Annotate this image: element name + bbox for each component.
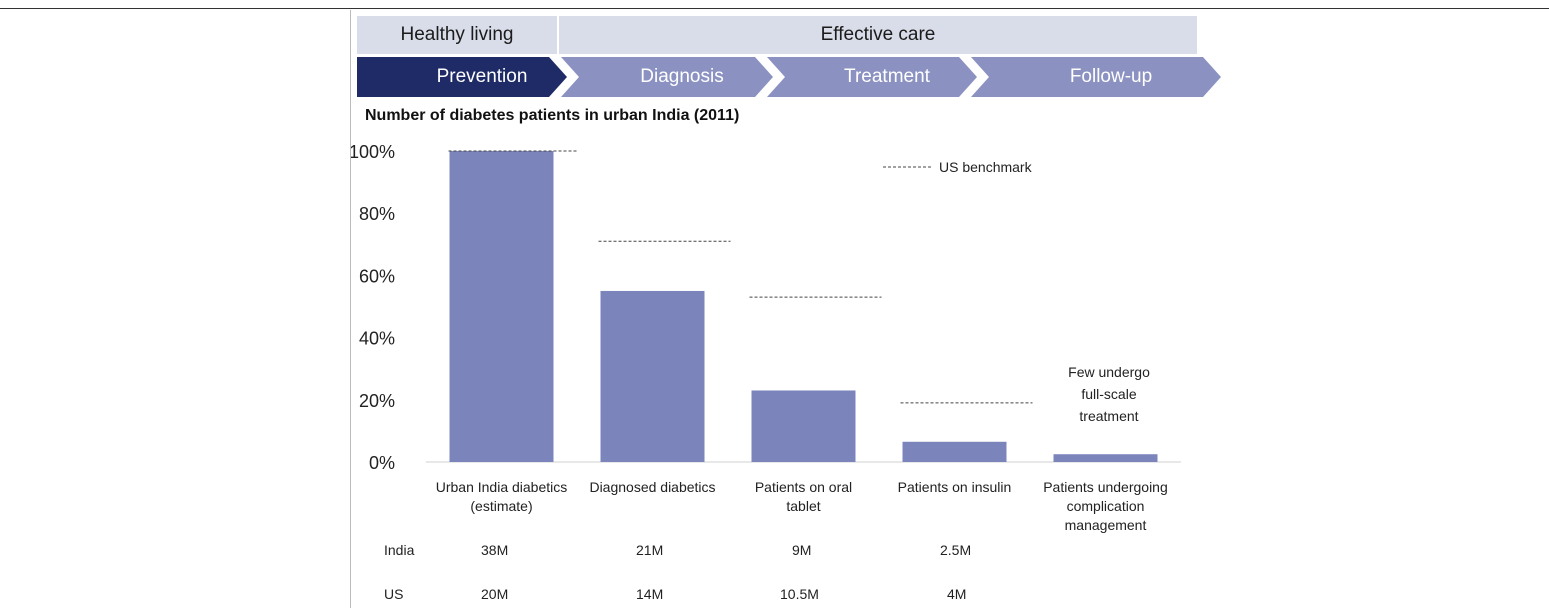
step-diagnosis: Diagnosis bbox=[561, 57, 773, 97]
bar bbox=[449, 151, 554, 462]
india-value-2: 21M bbox=[636, 542, 664, 558]
effective-care-header: Effective care bbox=[559, 16, 1197, 54]
annotation-text: treatment bbox=[1079, 408, 1138, 424]
step-prevention: Prevention bbox=[357, 57, 567, 97]
chart-title: Number of diabetes patients in urban Ind… bbox=[365, 107, 740, 124]
y-tick-label: 40% bbox=[359, 329, 395, 349]
step-follow-up: Follow-up bbox=[971, 57, 1221, 97]
y-tick-label: 80% bbox=[359, 204, 395, 224]
y-tick-label: 20% bbox=[359, 391, 395, 411]
india-value-1: 38M bbox=[481, 542, 509, 558]
annotation-text: Few undergo bbox=[1068, 364, 1150, 380]
us-value-2: 14M bbox=[636, 586, 664, 602]
bar bbox=[902, 441, 1007, 462]
top-border-line bbox=[0, 8, 1549, 9]
step-treatment: Treatment bbox=[767, 57, 977, 97]
x-tick-label: Urban India diabetics bbox=[436, 479, 568, 495]
x-tick-label: management bbox=[1065, 517, 1147, 533]
healthy-living-header: Healthy living bbox=[357, 16, 557, 54]
x-tick-label: Patients undergoing bbox=[1043, 479, 1168, 495]
legend-benchmark-label: US benchmark bbox=[939, 159, 1033, 175]
x-tick-label: Patients on oral bbox=[755, 479, 852, 495]
bar-chart: 0% 20% 40% 60% 80% 100% US benchmark Urban Indi… bbox=[351, 142, 1181, 533]
x-tick-label: tablet bbox=[786, 498, 820, 514]
row-label-us: US bbox=[384, 586, 404, 602]
y-tick-label: 100% bbox=[351, 142, 395, 162]
annotation-text: full-scale bbox=[1081, 386, 1136, 402]
x-tick-label: Diagnosed diabetics bbox=[589, 479, 715, 495]
y-tick-label: 60% bbox=[359, 266, 395, 286]
care-steps-bar: Prevention Diagnosis Treatment Follow-up bbox=[357, 57, 1221, 97]
row-label-india: India bbox=[384, 542, 415, 558]
us-value-4: 4M bbox=[947, 586, 967, 602]
bar bbox=[1053, 454, 1158, 462]
x-tick-label: complication bbox=[1067, 498, 1145, 514]
india-value-4: 2.5M bbox=[940, 542, 972, 558]
us-value-1: 20M bbox=[481, 586, 509, 602]
india-value-3: 9M bbox=[792, 542, 812, 558]
us-value-3: 10.5M bbox=[780, 586, 819, 602]
bar bbox=[600, 290, 705, 462]
bar bbox=[751, 390, 856, 462]
x-tick-label: Patients on insulin bbox=[898, 479, 1012, 495]
figure: Healthy living Effective care Prevention… bbox=[350, 10, 1221, 608]
y-tick-label: 0% bbox=[369, 453, 395, 473]
x-tick-label: (estimate) bbox=[470, 498, 532, 514]
